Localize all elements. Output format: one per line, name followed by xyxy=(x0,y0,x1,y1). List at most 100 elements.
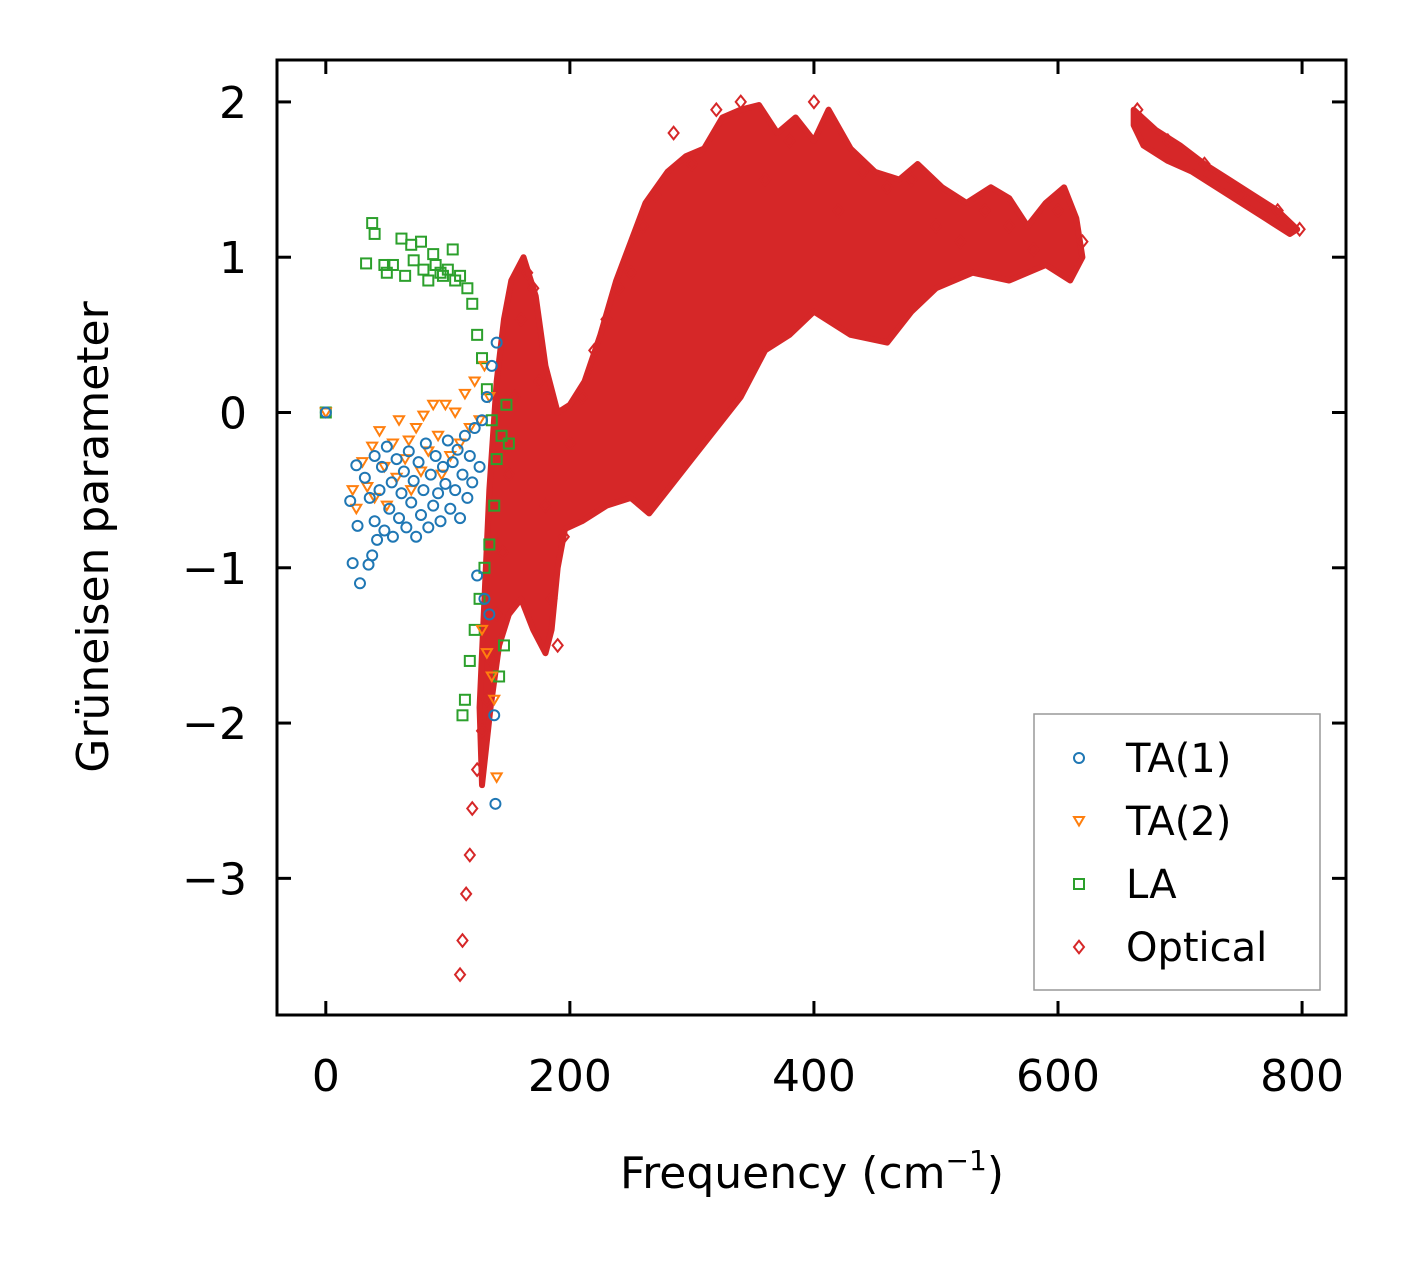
data-point xyxy=(557,528,571,545)
y-tick-label: −1 xyxy=(182,544,247,595)
data-point xyxy=(905,171,918,188)
data-point xyxy=(380,266,393,279)
data-point xyxy=(490,336,503,349)
data-point xyxy=(372,426,387,438)
y-tick-label: 0 xyxy=(219,388,247,439)
data-point xyxy=(1076,233,1089,250)
data-point xyxy=(441,263,454,276)
data-point xyxy=(444,502,457,515)
data-point xyxy=(365,441,379,454)
data-point xyxy=(475,624,489,637)
data-point xyxy=(449,484,462,497)
data-point xyxy=(410,530,423,543)
data-point xyxy=(458,693,471,706)
data-point xyxy=(422,521,435,534)
data-point xyxy=(431,430,445,443)
data-point xyxy=(363,491,376,504)
data-point xyxy=(380,440,393,453)
series-layer xyxy=(319,94,1306,983)
data-point xyxy=(395,232,408,245)
data-point xyxy=(439,477,452,490)
data-point xyxy=(454,269,467,282)
data-point xyxy=(490,453,503,466)
data-point xyxy=(520,264,534,281)
data-point xyxy=(485,359,498,372)
data-point xyxy=(500,398,513,411)
data-point xyxy=(373,484,386,497)
data-point xyxy=(432,487,445,500)
data-point xyxy=(1271,202,1284,219)
data-point xyxy=(502,437,515,450)
data-point xyxy=(375,460,388,473)
data-point xyxy=(600,311,613,328)
data-point xyxy=(551,637,564,654)
data-point xyxy=(436,460,449,473)
y-tick-label: −3 xyxy=(182,854,247,905)
data-point xyxy=(929,218,943,235)
data-point xyxy=(414,235,427,248)
data-point xyxy=(588,342,601,359)
plot-frame xyxy=(275,58,1348,1017)
data-point xyxy=(783,132,796,149)
data-point xyxy=(414,508,427,521)
data-point xyxy=(463,423,477,435)
data-point xyxy=(483,538,496,551)
data-point xyxy=(832,202,845,219)
data-point xyxy=(463,847,477,863)
data-point xyxy=(448,407,462,419)
data-point xyxy=(446,243,459,256)
data-point xyxy=(386,258,399,271)
data-point xyxy=(424,468,437,481)
data-point xyxy=(545,590,558,607)
data-point xyxy=(954,233,967,250)
data-point xyxy=(685,156,699,172)
data-point xyxy=(395,487,408,500)
data-point xyxy=(344,495,357,508)
data-point xyxy=(1051,202,1065,219)
data-point xyxy=(1131,101,1144,118)
data-point xyxy=(402,435,416,447)
data-point xyxy=(480,383,493,396)
data-point xyxy=(496,544,510,561)
y-axis-title: Grüneisen parameter xyxy=(68,300,119,772)
optical-dense-band xyxy=(476,102,1086,789)
x-tick-label: 800 xyxy=(1260,1051,1344,1102)
data-point xyxy=(1234,187,1248,203)
data-point xyxy=(636,218,650,235)
data-point xyxy=(371,533,384,546)
data-point xyxy=(451,443,464,456)
data-point xyxy=(463,654,476,667)
data-point xyxy=(488,499,501,512)
data-point xyxy=(473,460,486,473)
data-point xyxy=(1027,241,1040,258)
data-point xyxy=(456,932,469,949)
data-point xyxy=(502,466,516,483)
data-point xyxy=(880,179,894,196)
data-point xyxy=(458,429,471,442)
data-point xyxy=(459,886,473,902)
data-point xyxy=(488,709,501,722)
data-point xyxy=(438,399,453,412)
legend-marker-ta1 xyxy=(1073,752,1085,764)
data-point xyxy=(463,449,476,462)
data-point xyxy=(345,485,360,497)
data-point xyxy=(1198,156,1211,172)
data-point xyxy=(454,512,467,525)
y-tick-label: −2 xyxy=(182,699,247,750)
data-point xyxy=(563,435,577,452)
data-point xyxy=(407,254,420,267)
data-point xyxy=(399,269,412,282)
data-point xyxy=(385,476,398,489)
data-point xyxy=(489,772,504,784)
data-point xyxy=(471,569,484,582)
legend-marker-ta2 xyxy=(1072,816,1086,828)
data-point xyxy=(478,592,491,605)
data-point xyxy=(416,410,431,423)
data-point xyxy=(378,524,391,537)
data-point xyxy=(485,671,499,683)
data-point xyxy=(489,797,502,810)
data-point xyxy=(468,422,481,435)
data-point xyxy=(461,491,474,504)
data-point xyxy=(319,406,332,419)
data-point xyxy=(734,94,748,110)
